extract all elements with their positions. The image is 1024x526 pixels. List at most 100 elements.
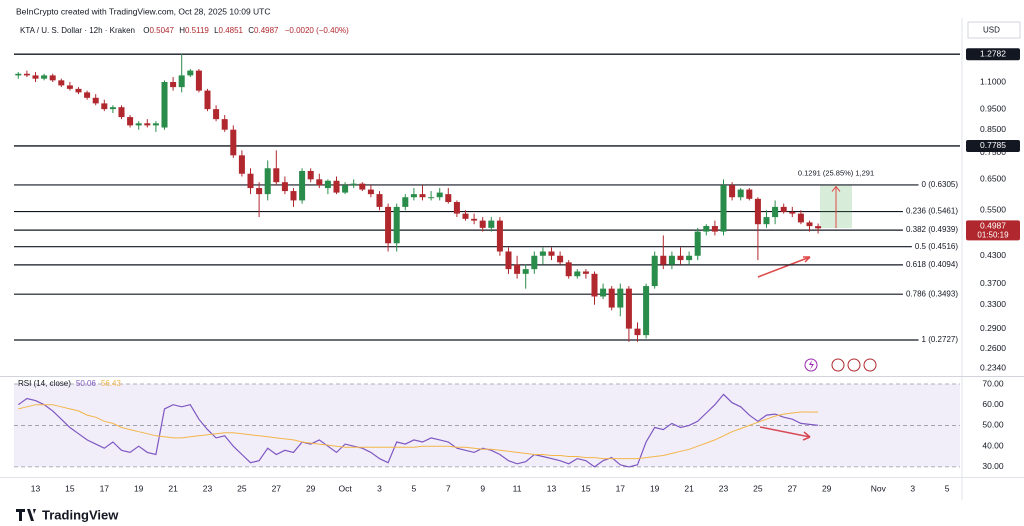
candle-body bbox=[49, 75, 56, 81]
candle-body bbox=[591, 273, 598, 297]
logo-mark bbox=[16, 509, 36, 521]
y-tick-label: 0.2900 bbox=[980, 323, 1006, 333]
fib-label: 0.618 (0.4094) bbox=[906, 260, 958, 269]
x-tick-label: Nov bbox=[871, 483, 887, 493]
candle-body bbox=[522, 269, 529, 274]
measure-label: 0.1291 (25.85%) 1,291 bbox=[798, 169, 874, 178]
y-tick-label: 0.8500 bbox=[980, 124, 1006, 134]
event-icons bbox=[804, 358, 877, 372]
level-tag bbox=[966, 48, 1020, 61]
x-tick-label: 17 bbox=[100, 483, 110, 493]
candle-body bbox=[299, 170, 306, 201]
x-tick-label: 9 bbox=[480, 483, 485, 493]
ohlc-value: 0.4851 bbox=[219, 26, 244, 35]
candle-body bbox=[514, 264, 521, 274]
candle-body bbox=[393, 206, 400, 244]
fib-label: 0 (0.6305) bbox=[922, 180, 959, 189]
candle-body bbox=[462, 213, 469, 219]
rsi-tick-label: 30.00 bbox=[982, 461, 1004, 471]
candle-body bbox=[41, 75, 48, 79]
footer-logo: TradingView bbox=[16, 507, 119, 522]
x-tick-label: 19 bbox=[650, 483, 660, 493]
measure-arrow-head bbox=[831, 185, 841, 192]
rsi-line bbox=[18, 404, 819, 460]
candle-body bbox=[342, 185, 349, 193]
y-tick-label: 0.5500 bbox=[980, 204, 1006, 214]
arrow bbox=[757, 256, 811, 278]
candle-body bbox=[428, 197, 435, 199]
candle-body bbox=[634, 328, 641, 336]
candle-body bbox=[488, 220, 495, 228]
candle-body bbox=[273, 168, 280, 183]
candle-body bbox=[221, 119, 228, 130]
candle-body bbox=[505, 251, 512, 270]
level-tag bbox=[966, 139, 1020, 152]
level-tag-label: 1.2782 bbox=[980, 48, 1006, 58]
x-tick-label: 15 bbox=[65, 483, 75, 493]
arrow bbox=[759, 426, 811, 438]
candle-body bbox=[677, 255, 684, 261]
candle-body bbox=[711, 226, 718, 232]
y-tick-label: 0.3300 bbox=[980, 299, 1006, 309]
candle-body bbox=[324, 180, 331, 189]
event-icon bbox=[831, 358, 845, 372]
candle-body bbox=[453, 202, 460, 214]
candle-body bbox=[582, 271, 589, 274]
candle-body bbox=[410, 194, 417, 198]
y-tick-label: 1.1000 bbox=[980, 76, 1006, 86]
x-tick-label: 21 bbox=[168, 483, 178, 493]
candle-body bbox=[789, 211, 796, 214]
fib-label-bg bbox=[911, 241, 962, 251]
fib-label-bg bbox=[918, 180, 962, 190]
rsi-value: 56.43 bbox=[101, 379, 122, 388]
candle-body bbox=[256, 188, 263, 195]
y-tick-label: 0.9500 bbox=[980, 103, 1006, 113]
x-tick-label: 3 bbox=[910, 483, 915, 493]
symbol: KTA / U. S. Dollar · 12h · Kraken bbox=[20, 26, 135, 35]
candle-body bbox=[316, 179, 323, 186]
candle-body bbox=[376, 194, 383, 207]
candle-body bbox=[660, 255, 667, 265]
fib-label: 1 (0.2727) bbox=[922, 335, 959, 344]
candle-body bbox=[367, 189, 374, 195]
ohlc-key: C bbox=[248, 26, 254, 35]
fib-label: 0.382 (0.4939) bbox=[906, 225, 958, 234]
rsi-tick-label: 40.00 bbox=[982, 440, 1004, 450]
candle-body bbox=[58, 80, 65, 86]
candle-body bbox=[307, 170, 314, 180]
candle-body bbox=[385, 206, 392, 244]
arrow-head bbox=[802, 431, 811, 441]
x-tick-label: 27 bbox=[788, 483, 798, 493]
candle-body bbox=[539, 251, 546, 256]
candle-body bbox=[565, 262, 572, 277]
candle-body bbox=[531, 255, 538, 270]
event-icon bbox=[809, 360, 814, 370]
x-tick-label: 23 bbox=[203, 483, 213, 493]
currency: USD bbox=[983, 26, 1000, 35]
fib-label-bg bbox=[902, 225, 962, 235]
x-tick-label: 7 bbox=[446, 483, 451, 493]
last-price: 0.4987 bbox=[980, 221, 1006, 231]
rsi-tick-label: 60.00 bbox=[982, 399, 1004, 409]
candle-body bbox=[238, 155, 245, 174]
currency-box bbox=[967, 21, 1021, 39]
rsi-value: 50.06 bbox=[76, 379, 97, 388]
candle-body bbox=[281, 182, 288, 192]
candle-body bbox=[135, 123, 142, 126]
x-tick-label: 23 bbox=[719, 483, 729, 493]
candle-body bbox=[230, 129, 237, 156]
candle-body bbox=[815, 226, 822, 229]
candle-body bbox=[204, 90, 211, 110]
candle-body bbox=[651, 255, 658, 287]
candle-body bbox=[694, 231, 701, 256]
candle-body bbox=[746, 189, 753, 199]
candle-body bbox=[84, 92, 91, 98]
x-tick-label: 19 bbox=[134, 483, 144, 493]
event-icon bbox=[847, 358, 861, 372]
candle-body bbox=[144, 123, 151, 126]
change: −0.0020 (−0.40%) bbox=[285, 26, 349, 35]
candle-body bbox=[264, 168, 271, 195]
x-tick-label: 27 bbox=[272, 483, 282, 493]
rsi-title: RSI (14, close) 50.06 56.43 bbox=[18, 379, 122, 388]
candle-body bbox=[668, 255, 675, 265]
